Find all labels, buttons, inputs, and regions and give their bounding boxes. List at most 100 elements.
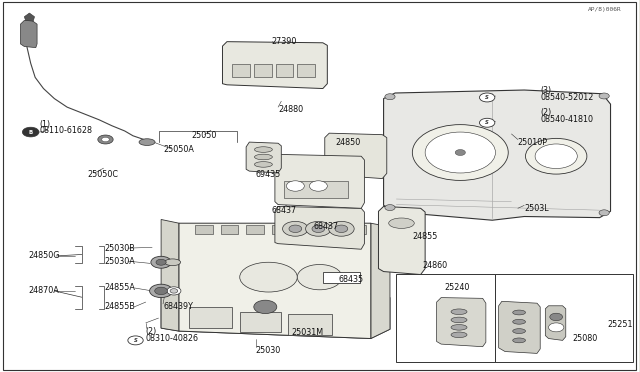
Circle shape: [479, 93, 495, 102]
Bar: [396, 274, 495, 362]
Ellipse shape: [139, 139, 155, 145]
Text: 25251: 25251: [607, 320, 633, 329]
Circle shape: [156, 259, 166, 265]
Ellipse shape: [255, 154, 273, 160]
Bar: [348, 225, 366, 234]
Bar: [195, 225, 213, 234]
Circle shape: [535, 144, 577, 169]
Polygon shape: [179, 223, 371, 339]
Polygon shape: [324, 133, 387, 179]
Text: 25050C: 25050C: [87, 170, 118, 179]
Bar: [495, 274, 633, 362]
Circle shape: [599, 93, 609, 99]
Ellipse shape: [170, 289, 178, 293]
Polygon shape: [383, 90, 611, 220]
Ellipse shape: [513, 329, 525, 333]
Ellipse shape: [513, 319, 525, 324]
Text: S: S: [485, 120, 489, 125]
Bar: [285, 181, 348, 198]
Circle shape: [309, 181, 327, 191]
Ellipse shape: [451, 309, 467, 315]
Text: 08540-41810: 08540-41810: [540, 115, 593, 124]
Circle shape: [455, 150, 465, 155]
Circle shape: [385, 205, 395, 211]
Circle shape: [150, 284, 173, 298]
Ellipse shape: [513, 338, 525, 343]
Circle shape: [479, 118, 495, 127]
Text: 68437: 68437: [313, 222, 339, 231]
Polygon shape: [24, 13, 35, 21]
Text: 25030B: 25030B: [104, 244, 135, 253]
Polygon shape: [371, 223, 390, 339]
Circle shape: [599, 210, 609, 216]
Bar: [232, 64, 250, 77]
Circle shape: [254, 300, 277, 314]
Text: S: S: [134, 338, 138, 343]
Circle shape: [328, 221, 354, 236]
Text: 68437: 68437: [272, 206, 297, 215]
Text: 25080: 25080: [572, 334, 597, 343]
Polygon shape: [223, 42, 327, 89]
Polygon shape: [275, 206, 364, 249]
Ellipse shape: [513, 310, 525, 315]
Text: 24870A: 24870A: [28, 286, 59, 295]
Text: 24855: 24855: [412, 232, 438, 241]
Text: (3): (3): [540, 86, 551, 95]
Bar: [272, 225, 290, 234]
Polygon shape: [20, 20, 37, 48]
Circle shape: [385, 94, 395, 100]
Text: 68439Y: 68439Y: [163, 302, 193, 311]
Text: 08540-52012: 08540-52012: [540, 93, 593, 102]
Bar: [323, 225, 340, 234]
Text: 25030A: 25030A: [104, 257, 135, 266]
Circle shape: [155, 287, 168, 295]
Polygon shape: [275, 154, 364, 208]
Circle shape: [425, 132, 495, 173]
Ellipse shape: [167, 287, 181, 295]
Text: 68435: 68435: [339, 275, 364, 284]
Bar: [297, 64, 315, 77]
Text: 24880: 24880: [278, 105, 303, 114]
Ellipse shape: [451, 317, 467, 323]
Text: 08310-40826: 08310-40826: [146, 334, 199, 343]
Circle shape: [312, 225, 324, 232]
Circle shape: [548, 323, 564, 332]
Ellipse shape: [164, 259, 180, 266]
Polygon shape: [378, 206, 425, 275]
Text: B: B: [29, 129, 33, 135]
Polygon shape: [545, 306, 566, 340]
Text: 25010P: 25010P: [518, 138, 548, 147]
Bar: [323, 272, 360, 283]
Polygon shape: [161, 286, 390, 339]
Circle shape: [525, 138, 587, 174]
Bar: [297, 225, 315, 234]
Text: 24850: 24850: [335, 138, 361, 147]
Text: 25050A: 25050A: [163, 145, 194, 154]
Circle shape: [151, 256, 172, 268]
Ellipse shape: [240, 262, 297, 292]
Text: 25030: 25030: [256, 346, 281, 355]
Text: 24855A: 24855A: [104, 283, 135, 292]
Circle shape: [550, 313, 563, 321]
Text: AP/8)006R: AP/8)006R: [588, 7, 621, 12]
Ellipse shape: [451, 332, 467, 338]
Text: (2): (2): [540, 108, 552, 117]
Bar: [189, 307, 232, 328]
Bar: [246, 225, 264, 234]
Text: 27390: 27390: [272, 37, 297, 46]
Circle shape: [98, 135, 113, 144]
Polygon shape: [246, 142, 282, 173]
Text: 2503L: 2503L: [524, 204, 549, 213]
Text: 25240: 25240: [444, 283, 470, 292]
Ellipse shape: [451, 324, 467, 330]
Text: 25050: 25050: [192, 131, 217, 140]
Circle shape: [102, 137, 109, 142]
Text: (1): (1): [40, 120, 51, 129]
Circle shape: [287, 181, 304, 191]
Circle shape: [22, 127, 39, 137]
Bar: [276, 64, 293, 77]
Text: (2): (2): [146, 327, 157, 336]
Bar: [221, 225, 239, 234]
Text: 24850G: 24850G: [28, 251, 60, 260]
Text: 24860: 24860: [422, 262, 447, 270]
